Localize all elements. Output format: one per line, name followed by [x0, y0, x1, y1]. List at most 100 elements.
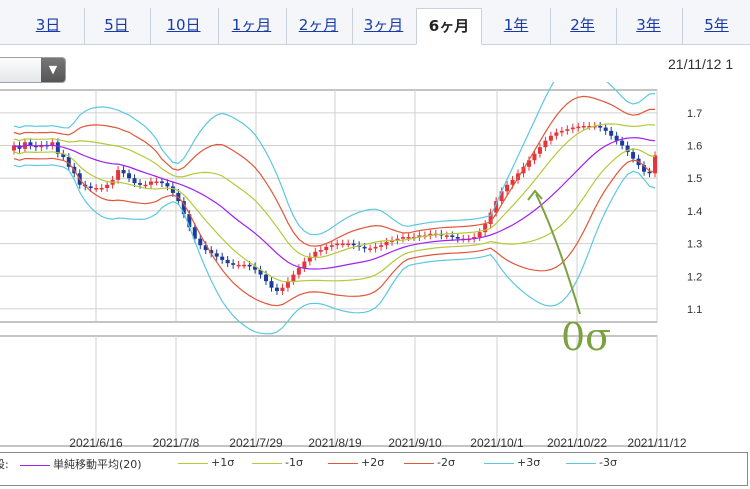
candle-body [94, 188, 99, 190]
band-minus3-line [13, 164, 656, 335]
candle-body [307, 256, 312, 262]
candle-body [521, 166, 526, 174]
legend-swatch [566, 462, 596, 464]
candle-body [488, 212, 493, 224]
candle-body [543, 140, 548, 148]
tab-2y[interactable]: 2年 [550, 8, 614, 44]
legend-item-minus1: -1σ [252, 456, 303, 469]
candle-body [258, 269, 263, 275]
candle-body [494, 201, 499, 213]
candle-body [127, 173, 132, 179]
legend-swatch [20, 464, 50, 466]
sma-line [13, 137, 656, 270]
candle-body [269, 281, 274, 288]
legend-swatch [328, 462, 358, 464]
candle-body [329, 245, 334, 247]
legend-swatch [404, 462, 434, 464]
candle-body [390, 240, 395, 242]
band-plus2-line [13, 95, 655, 247]
legend-item-plus2: +2σ [328, 456, 384, 469]
candle-body [516, 173, 521, 180]
tab-10d[interactable]: 10日 [150, 8, 216, 44]
tab-1y[interactable]: 1年 [503, 16, 529, 34]
candle-body [647, 171, 652, 174]
candle-body [209, 250, 214, 254]
candle-body [105, 184, 110, 189]
candle-body [548, 135, 553, 141]
candle-body [280, 287, 285, 291]
last-updated: 21/11/12 1 [668, 56, 734, 72]
tab-3y[interactable]: 3年 [616, 8, 680, 44]
candle-body [242, 264, 247, 267]
candle-body [417, 235, 422, 238]
candle-body [379, 245, 384, 247]
candle-body [225, 259, 230, 264]
candle-body [88, 186, 93, 189]
y-tick-label: 1.4 [687, 206, 702, 218]
annotation-arrow [535, 193, 581, 315]
legend-swatch [484, 462, 514, 464]
candle-body [148, 181, 153, 185]
candle-body [132, 178, 137, 184]
candle-body [203, 245, 208, 251]
tab-3d[interactable]: 3日 [35, 16, 61, 34]
candle-body [313, 251, 318, 257]
candle-body [631, 152, 636, 159]
legend-item-minus2: -2σ [404, 456, 455, 469]
x-tick-label: 2021/9/10 [388, 436, 442, 450]
legend-swatch [252, 462, 282, 464]
candle-body [609, 130, 614, 136]
candle-body [351, 243, 356, 246]
candle-body [99, 188, 104, 190]
candle-body [231, 263, 236, 265]
indicator-select[interactable]: ▼ [0, 57, 66, 83]
tab-1m[interactable]: 1ヶ月 [218, 8, 284, 44]
candle-body [170, 186, 175, 193]
x-tick-label: 2021/7/29 [229, 436, 283, 450]
candle-body [28, 142, 33, 146]
candle-body [61, 153, 66, 157]
y-tick-label: 1.3 [687, 239, 702, 251]
candle-body [444, 235, 449, 237]
legend-item-sma: 単純移動平均(20) [20, 456, 142, 472]
candle-body [236, 264, 241, 267]
chevron-down-icon[interactable]: ▼ [41, 58, 65, 82]
tab-5y[interactable]: 5年 [682, 8, 750, 44]
x-tick-label: 2021/6/16 [69, 436, 123, 450]
candle-body [598, 125, 603, 128]
tab-5d[interactable]: 5日 [84, 8, 148, 44]
candle-body [335, 243, 340, 246]
legend-item-minus3: -3σ [566, 456, 617, 469]
x-tick-label: 2021/8/19 [308, 436, 362, 450]
candle-body [198, 238, 203, 246]
tab-3m[interactable]: 3ヶ月 [352, 8, 414, 44]
candle-body [116, 170, 121, 180]
legend-item-plus1: +1σ [178, 456, 234, 469]
legend-swatch [178, 462, 208, 464]
band-plus3-line [13, 82, 656, 236]
candle-body [324, 246, 329, 251]
candle-body [66, 156, 71, 167]
candle-body [625, 145, 630, 153]
legend: 設: 単純移動平均(20) +1σ -1σ +2σ -2σ +3σ -3σ [0, 452, 748, 486]
candle-body [340, 243, 345, 246]
period-tabs: 3日 5日 10日 1ヶ月 2ヶ月 3ヶ月 6ヶ月 1年 2年 3年 5年 [0, 0, 750, 45]
candle-body [247, 264, 252, 267]
candle-body [554, 132, 559, 136]
candle-body [400, 237, 405, 239]
candle-body [302, 261, 307, 269]
candle-body [368, 248, 373, 250]
tab-2m[interactable]: 2ヶ月 [286, 8, 350, 44]
annotation-arrowhead [527, 189, 543, 201]
candle-body [587, 125, 592, 128]
legend-item-plus3: +3σ [484, 456, 540, 469]
tab-6m[interactable]: 6ヶ月 [416, 8, 482, 45]
band-plus1-line [13, 123, 656, 259]
candle-body [653, 155, 657, 174]
x-tick-label: 2021/7/8 [153, 436, 200, 450]
candle-body [285, 281, 290, 288]
band-minus1-line [13, 148, 656, 283]
y-tick-label: 1.7 [687, 108, 702, 120]
legend-prefix: 設: [0, 458, 9, 471]
candle-body [346, 243, 351, 246]
